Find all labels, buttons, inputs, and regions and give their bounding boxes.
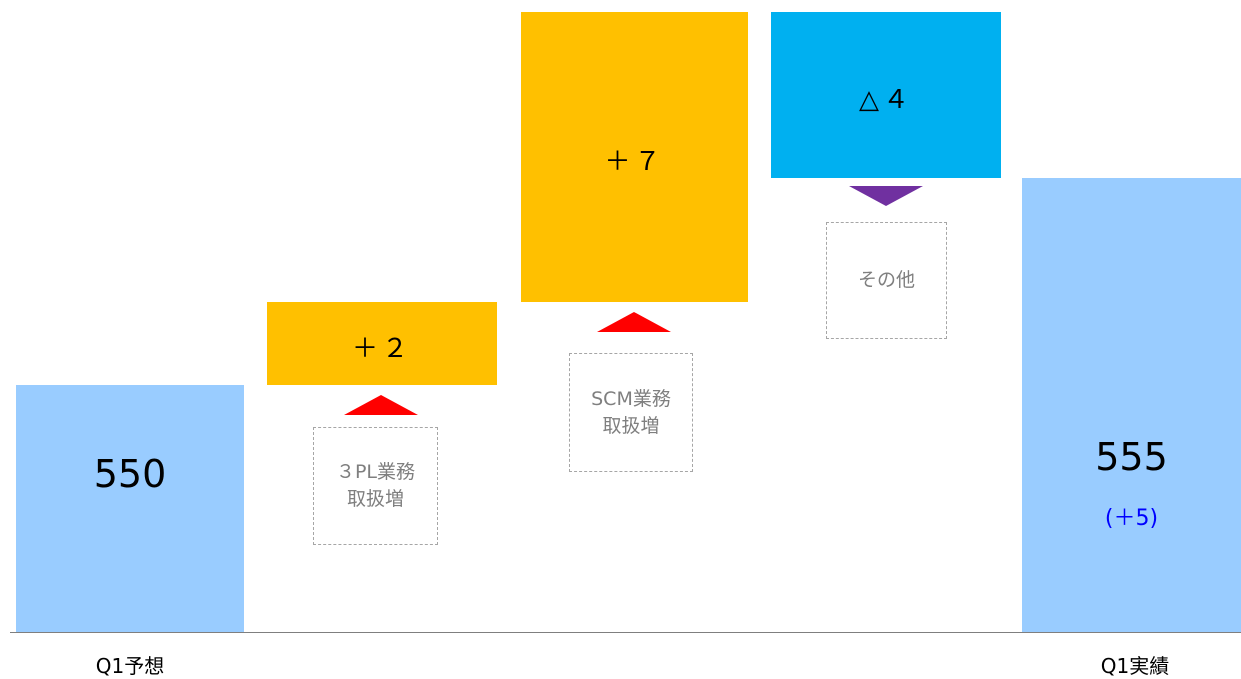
x-axis-line (10, 632, 1241, 633)
arrow-up-icon (596, 312, 671, 332)
bar-step-other: △４ (771, 11, 1001, 178)
bar-end-label: 555 (1095, 435, 1168, 479)
bar-step-3pl-label: ＋２ (351, 333, 412, 364)
note-other: その他 (826, 222, 947, 339)
bar-step-3pl: ＋２ (267, 302, 497, 385)
bar-step-scm-label: ＋７ (604, 146, 665, 177)
bar-end-delta-label: (＋5) (1104, 506, 1159, 531)
arrow-up-icon (344, 395, 418, 415)
x-tick-start: Q1予想 (95, 654, 165, 678)
x-tick-end: Q1実績 (1100, 654, 1170, 678)
bar-end: 555 (＋5) (1022, 178, 1241, 632)
arrow-down-icon (849, 185, 923, 206)
bar-start: 550 (16, 385, 244, 632)
bar-step-other-label: △４ (859, 84, 913, 115)
note-3pl: ３PL業務 取扱増 (313, 427, 438, 545)
bar-start-label: 550 (93, 452, 167, 496)
note-scm: SCM業務 取扱増 (569, 353, 693, 472)
bar-step-scm: ＋７ (521, 11, 748, 302)
